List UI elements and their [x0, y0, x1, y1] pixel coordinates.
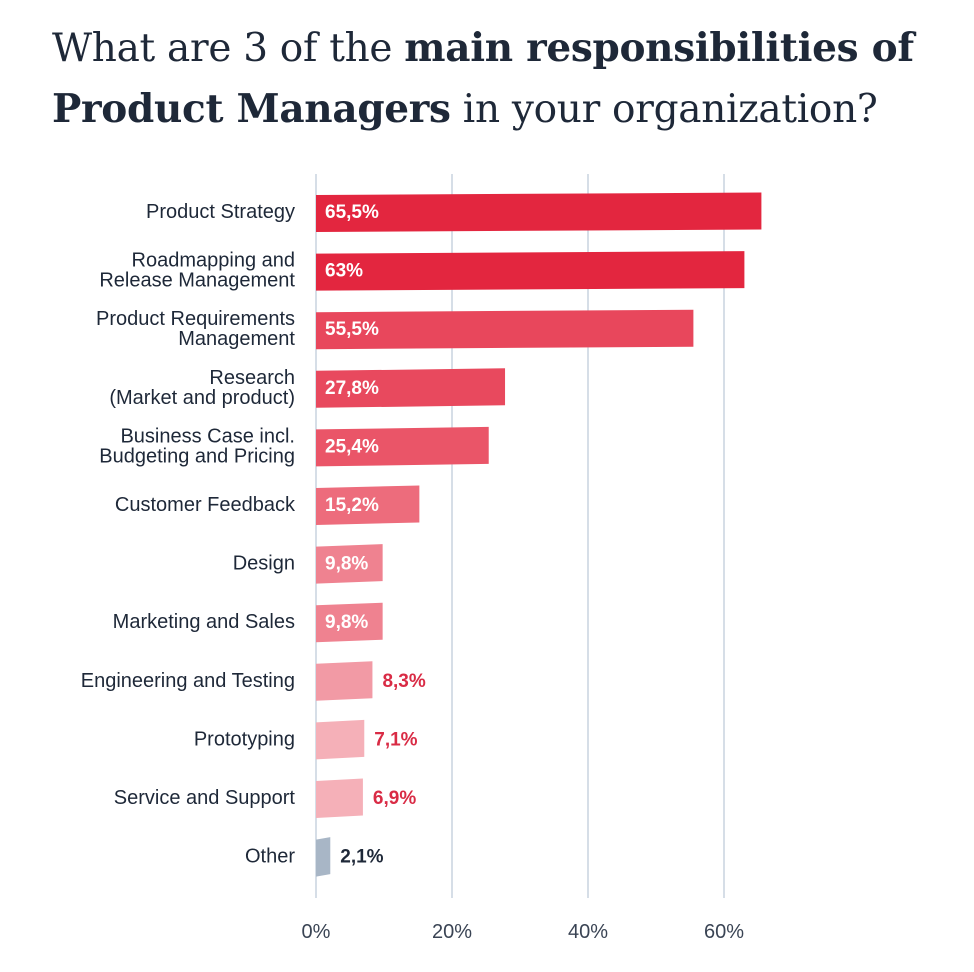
data-label: 55,5% — [325, 319, 379, 340]
bar — [316, 719, 365, 760]
category-label: Business Case incl. — [120, 425, 295, 447]
category-label: Roadmapping and — [132, 250, 295, 272]
category-label: Product Strategy — [146, 201, 295, 223]
bar — [316, 192, 762, 232]
bar — [316, 778, 363, 818]
chart-title: What are 3 of the main responsibilities … — [52, 18, 952, 140]
category-label: (Market and product) — [109, 387, 295, 409]
bar — [316, 602, 383, 643]
data-label: 15,2% — [325, 495, 379, 516]
bar — [316, 544, 383, 584]
category-label: Prototyping — [194, 728, 295, 750]
title-line2-bold: Product Managers — [52, 86, 451, 132]
x-tick-label: 0% — [302, 921, 331, 943]
data-label: 6,9% — [373, 788, 416, 809]
bar — [316, 426, 489, 467]
category-label: Release Management — [99, 270, 295, 292]
title-line1-bold: main responsibilities of — [404, 25, 914, 71]
title-line2-regular: in your organization? — [450, 87, 878, 132]
x-tick-label: 20% — [432, 921, 472, 943]
data-label: 8,3% — [382, 671, 425, 692]
bar — [316, 368, 506, 408]
category-label: Engineering and Testing — [81, 670, 295, 692]
data-label: 7,1% — [374, 729, 417, 750]
title-line1-regular: What are 3 of the — [52, 26, 405, 71]
category-label: Product Requirements — [96, 308, 295, 330]
category-label: Management — [178, 328, 295, 350]
bar — [316, 661, 373, 701]
bar — [316, 309, 694, 350]
category-label: Customer Feedback — [115, 494, 296, 516]
category-label: Other — [245, 846, 295, 868]
data-label: 2,1% — [340, 847, 383, 868]
data-label: 65,5% — [325, 202, 379, 223]
bar — [316, 837, 331, 877]
data-label: 9,8% — [325, 612, 368, 633]
data-label: 25,4% — [325, 436, 379, 457]
category-label: Design — [233, 553, 295, 575]
x-tick-label: 40% — [568, 921, 608, 943]
bar — [316, 251, 745, 291]
data-label: 63% — [325, 261, 363, 282]
bar — [316, 485, 420, 525]
x-tick-label: 60% — [704, 921, 744, 943]
category-label: Research — [209, 367, 295, 389]
category-label: Service and Support — [114, 787, 296, 809]
category-label: Marketing and Sales — [113, 611, 295, 633]
category-label: Budgeting and Pricing — [99, 445, 295, 467]
data-label: 27,8% — [325, 378, 379, 399]
data-label: 9,8% — [325, 554, 368, 575]
